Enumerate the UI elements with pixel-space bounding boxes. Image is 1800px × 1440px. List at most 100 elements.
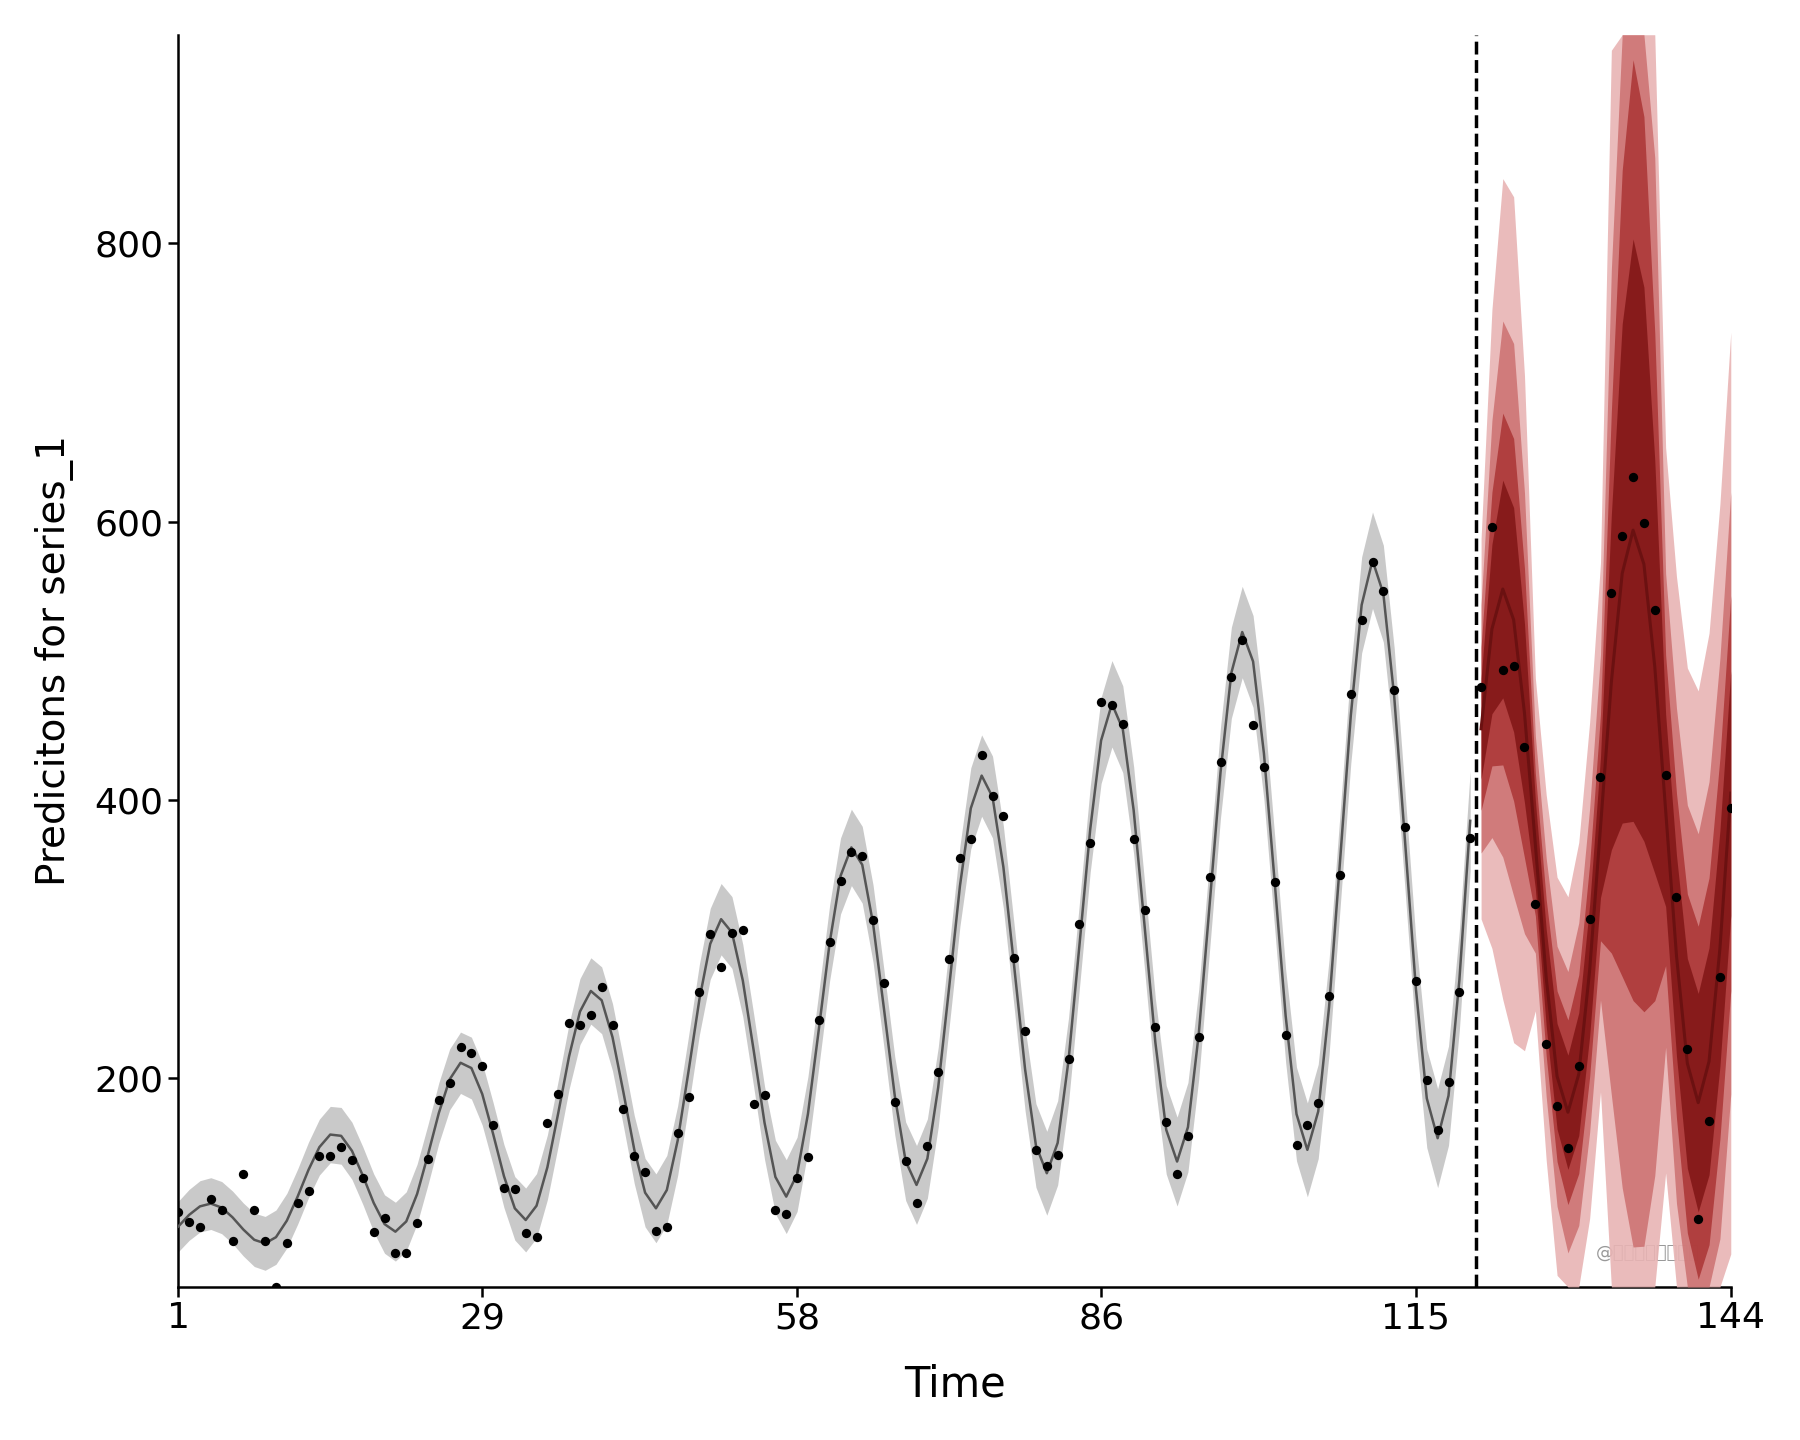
Point	[934, 948, 963, 971]
Point	[1651, 763, 1679, 786]
Point	[837, 840, 866, 863]
Point	[1271, 1024, 1300, 1047]
Point	[382, 1241, 410, 1264]
Point	[392, 1241, 421, 1264]
Point	[175, 1210, 203, 1233]
Point	[902, 1191, 931, 1214]
Point	[328, 1135, 356, 1158]
Point	[1152, 1110, 1181, 1133]
Point	[1022, 1139, 1051, 1162]
Point	[740, 1093, 769, 1116]
Point	[1467, 675, 1496, 698]
Point	[490, 1176, 518, 1200]
Point	[718, 922, 747, 945]
Point	[675, 1086, 704, 1109]
Point	[511, 1221, 540, 1244]
Point	[619, 1145, 648, 1168]
Point	[1087, 691, 1116, 714]
Point	[1381, 678, 1409, 701]
X-axis label: Time: Time	[904, 1364, 1006, 1405]
Point	[283, 1192, 311, 1215]
Point	[1325, 864, 1354, 887]
Point	[1359, 550, 1388, 573]
Point	[218, 1230, 247, 1253]
Point	[425, 1089, 454, 1112]
Point	[1130, 899, 1159, 922]
Point	[554, 1011, 583, 1034]
Point	[500, 1178, 529, 1201]
Point	[999, 946, 1028, 969]
Point	[587, 975, 616, 998]
Point	[1607, 524, 1636, 547]
Point	[1228, 628, 1256, 651]
Point	[1120, 828, 1148, 851]
Point	[1391, 816, 1420, 840]
Point	[1618, 465, 1647, 488]
Point	[1456, 827, 1485, 850]
Y-axis label: Predicitons for series_1: Predicitons for series_1	[34, 435, 74, 886]
Point	[1055, 1048, 1084, 1071]
Point	[1109, 713, 1138, 736]
Point	[436, 1071, 464, 1094]
Point	[1195, 865, 1224, 888]
Point	[956, 827, 985, 850]
Point	[479, 1113, 508, 1136]
Point	[349, 1166, 378, 1189]
Point	[1521, 893, 1550, 916]
Point	[891, 1149, 920, 1172]
Point	[686, 981, 715, 1004]
Point	[761, 1198, 790, 1221]
Point	[403, 1211, 432, 1234]
Point	[414, 1148, 443, 1171]
Point	[1044, 1143, 1073, 1166]
Point	[641, 1220, 670, 1243]
Point	[662, 1122, 691, 1145]
Point	[196, 1187, 225, 1210]
Point	[1640, 599, 1669, 622]
Point	[977, 785, 1006, 808]
Point	[1424, 1119, 1453, 1142]
Point	[164, 1200, 193, 1223]
Point	[794, 1145, 823, 1168]
Point	[1586, 765, 1615, 788]
Point	[1672, 1037, 1701, 1060]
Point	[1174, 1125, 1202, 1148]
Point	[1532, 1032, 1561, 1056]
Point	[1249, 756, 1278, 779]
Point	[815, 930, 844, 953]
Point	[1206, 750, 1235, 773]
Point	[707, 955, 736, 978]
Point	[565, 1014, 594, 1037]
Point	[1336, 683, 1364, 706]
Point	[1217, 665, 1246, 688]
Point	[1303, 1092, 1332, 1115]
Point	[1499, 654, 1528, 677]
Point	[783, 1166, 812, 1189]
Point	[1370, 579, 1399, 602]
Point	[1066, 913, 1094, 936]
Point	[945, 847, 974, 870]
Point	[697, 923, 725, 946]
Point	[1445, 981, 1474, 1004]
Point	[261, 1276, 290, 1299]
Point	[729, 919, 758, 942]
Point	[1010, 1020, 1039, 1043]
Point	[250, 1230, 279, 1253]
Point	[848, 845, 877, 868]
Point	[1478, 516, 1507, 539]
Point	[1489, 658, 1517, 681]
Point	[272, 1231, 301, 1254]
Point	[1553, 1136, 1582, 1159]
Point	[1717, 796, 1746, 819]
Point	[630, 1161, 659, 1184]
Point	[988, 805, 1017, 828]
Point	[1694, 1110, 1723, 1133]
Point	[185, 1215, 214, 1238]
Point	[772, 1202, 801, 1225]
Point	[315, 1145, 344, 1168]
Point	[522, 1225, 551, 1248]
Point	[1575, 907, 1604, 930]
Point	[913, 1135, 941, 1158]
Point	[652, 1215, 680, 1238]
Point	[304, 1145, 333, 1168]
